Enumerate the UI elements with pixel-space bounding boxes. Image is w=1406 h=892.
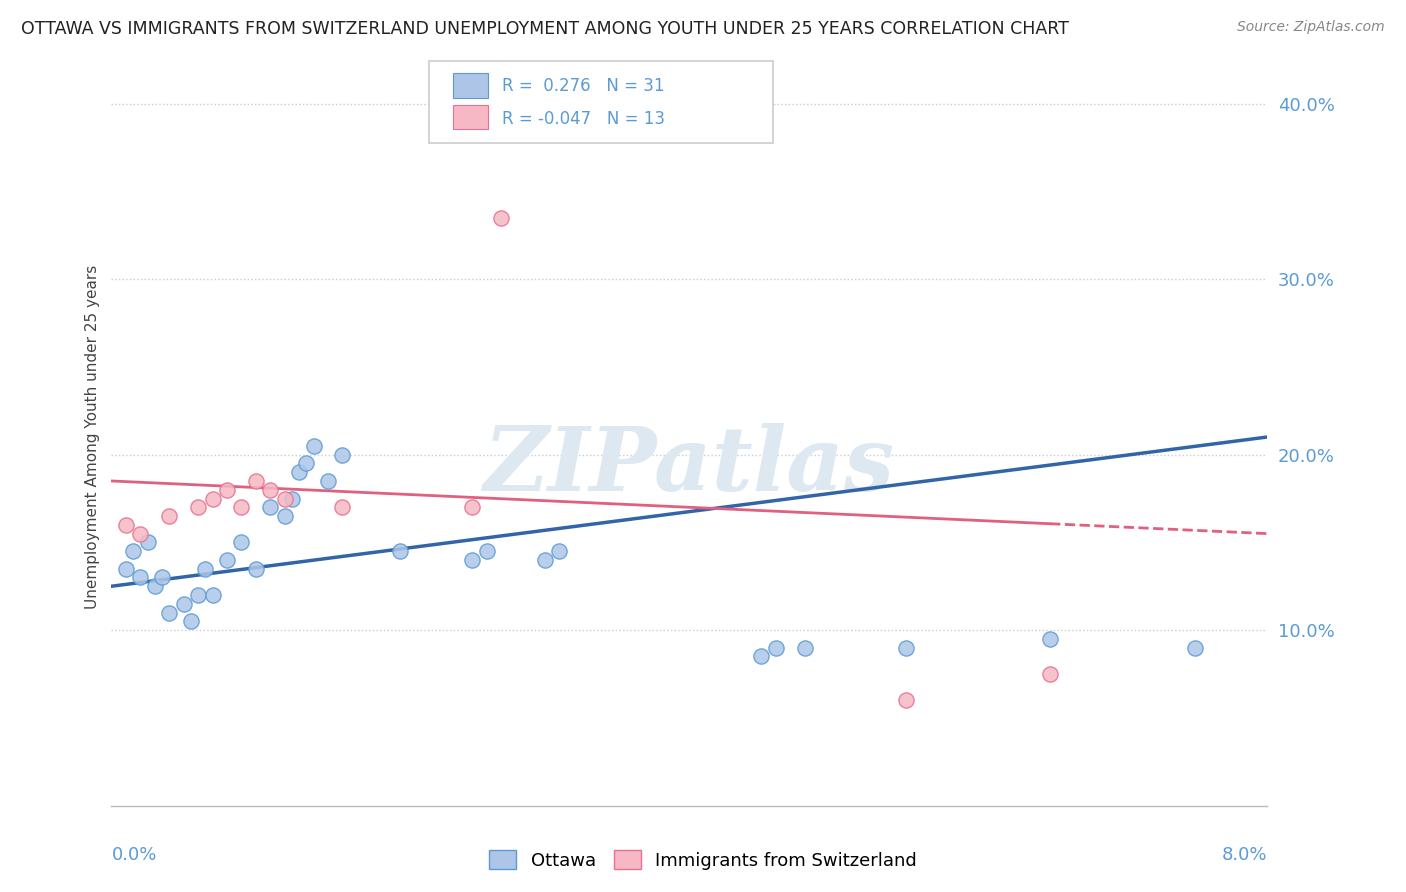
Text: Source: ZipAtlas.com: Source: ZipAtlas.com [1237,20,1385,34]
Legend: Ottawa, Immigrants from Switzerland: Ottawa, Immigrants from Switzerland [489,850,917,870]
Point [187,588,209,602]
Point [749,649,772,664]
Point [259,483,281,497]
Point [231,500,253,515]
Point [548,544,571,558]
Point [180,615,202,629]
Point [129,570,152,584]
Point [274,509,297,524]
Text: R =  0.276   N = 31: R = 0.276 N = 31 [502,77,665,95]
Point [201,588,224,602]
Point [129,526,152,541]
Point [215,553,238,567]
Point [194,562,217,576]
Point [122,544,145,558]
Point [259,500,281,515]
Point [894,640,917,655]
Point [295,457,318,471]
Text: 0.0%: 0.0% [111,846,157,863]
Point [115,517,138,532]
Point [316,474,339,488]
Text: OTTAWA VS IMMIGRANTS FROM SWITZERLAND UNEMPLOYMENT AMONG YOUTH UNDER 25 YEARS CO: OTTAWA VS IMMIGRANTS FROM SWITZERLAND UN… [21,20,1069,37]
Point [793,640,815,655]
Point [281,491,304,506]
Point [245,474,267,488]
Point [150,570,173,584]
Point [157,606,180,620]
Point [136,535,159,549]
Text: R = -0.047   N = 13: R = -0.047 N = 13 [502,110,665,128]
Point [115,562,138,576]
Point [894,693,917,707]
Point [475,544,498,558]
Point [332,500,354,515]
Point [215,483,238,497]
Point [1184,640,1206,655]
Point [173,597,195,611]
Point [157,509,180,524]
Point [389,544,412,558]
Point [765,640,787,655]
Point [288,465,311,479]
Point [187,500,209,515]
Point [1039,667,1062,681]
Point [302,439,325,453]
Point [245,562,267,576]
Point [231,535,253,549]
Text: ZIPatlas: ZIPatlas [484,424,894,510]
Point [143,579,166,593]
Point [1039,632,1062,646]
Point [491,211,513,225]
Point [461,500,484,515]
Point [274,491,297,506]
Point [461,553,484,567]
Text: 8.0%: 8.0% [1222,846,1267,863]
Point [332,448,354,462]
Point [201,491,224,506]
Y-axis label: Unemployment Among Youth under 25 years: Unemployment Among Youth under 25 years [86,265,100,609]
Point [533,553,555,567]
